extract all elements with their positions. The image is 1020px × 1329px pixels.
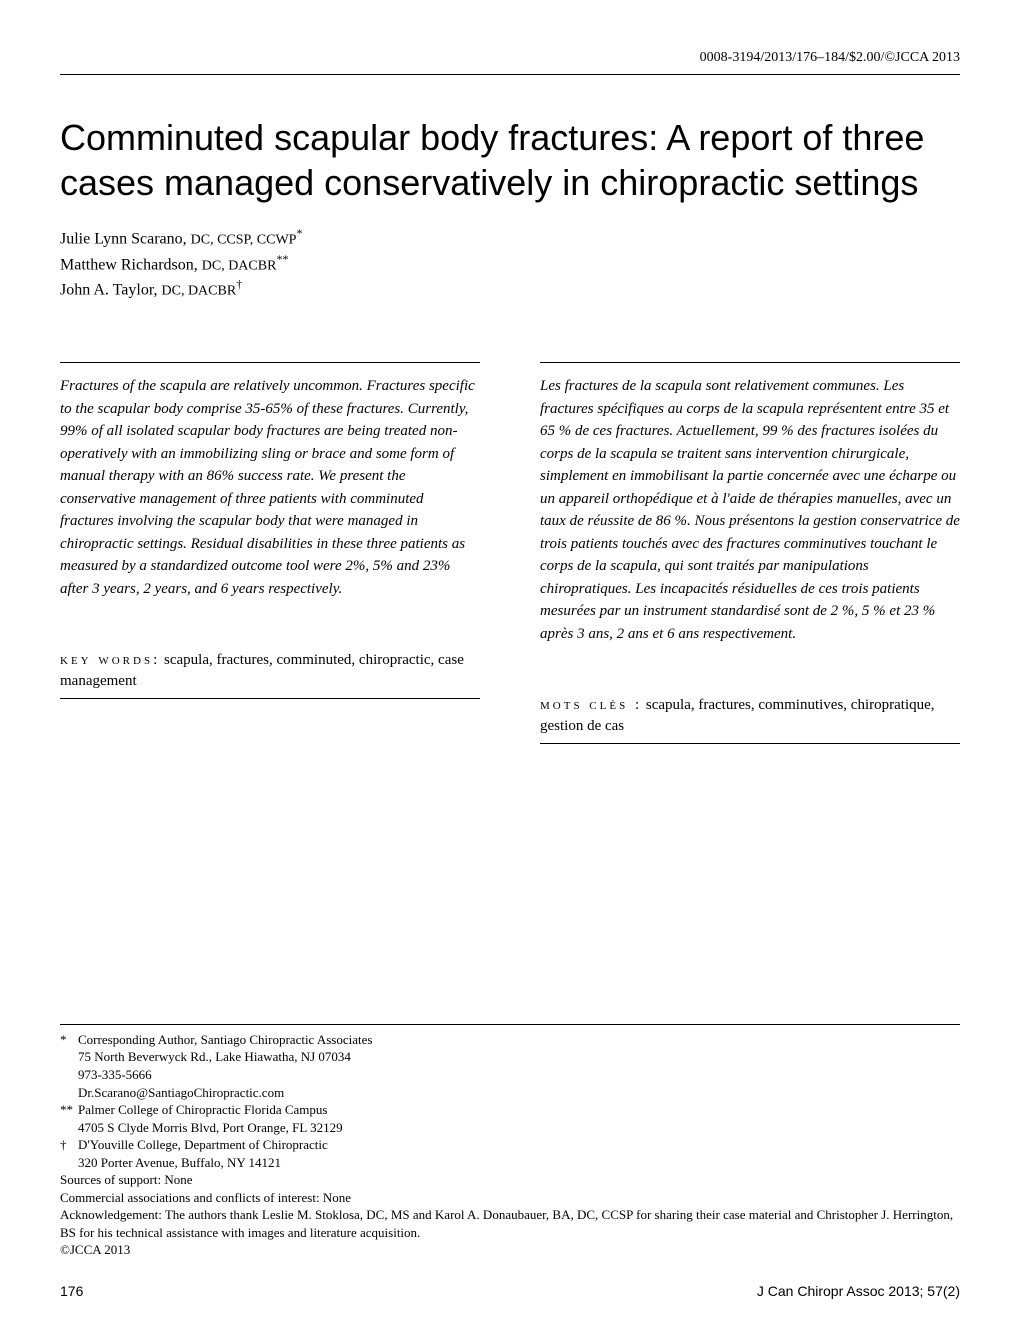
author-credentials: DC, DACBR	[202, 258, 277, 273]
footnotes: *Corresponding Author, Santiago Chiropra…	[60, 1024, 960, 1259]
author-name: Julie Lynn Scarano	[60, 230, 183, 247]
abstract-text-fr: Les fractures de la scapula sont relativ…	[540, 375, 960, 645]
keywords-label: mots clés :	[540, 697, 642, 713]
footnotes-rule	[60, 1024, 960, 1025]
page-footer: 176 J Can Chiropr Assoc 2013; 57(2)	[60, 1283, 960, 1299]
author-marker: *	[296, 226, 302, 240]
footnote-1: *Corresponding Author, Santiago Chiropra…	[60, 1031, 960, 1049]
abstract-french: Les fractures de la scapula sont relativ…	[540, 362, 960, 744]
footnote-text: 75 North Beverwyck Rd., Lake Hiawatha, N…	[60, 1048, 960, 1066]
footnote-text: 973-335-5666	[60, 1066, 960, 1084]
footnote-text: 4705 S Clyde Morris Blvd, Port Orange, F…	[60, 1119, 960, 1137]
abstract-rule	[540, 362, 960, 363]
author-credentials: DC, CCSP, CCWP	[191, 232, 297, 247]
author-marker: †	[236, 277, 242, 291]
footnote-text: 320 Porter Avenue, Buffalo, NY 14121	[60, 1154, 960, 1172]
abstract-rule	[60, 362, 480, 363]
footnote-2: **Palmer College of Chiropractic Florida…	[60, 1101, 960, 1119]
footnote-text: D'Youville College, Department of Chirop…	[78, 1137, 328, 1152]
support-line: Sources of support: None	[60, 1171, 960, 1189]
authors-block: Julie Lynn Scarano, DC, CCSP, CCWP* Matt…	[60, 225, 960, 302]
header-citation: 0008-3194/2013/176–184/$2.00/©JCCA 2013	[60, 50, 960, 66]
keywords-label: key words:	[60, 652, 160, 668]
author-1: Julie Lynn Scarano, DC, CCSP, CCWP*	[60, 225, 960, 251]
author-name: Matthew Richardson	[60, 256, 194, 273]
footnote-text: Palmer College of Chiropractic Florida C…	[78, 1102, 327, 1117]
footnote-marker: **	[60, 1101, 78, 1119]
abstract-english: Fractures of the scapula are relatively …	[60, 362, 480, 744]
author-2: Matthew Richardson, DC, DACBR**	[60, 251, 960, 277]
author-credentials: DC, DACBR	[162, 284, 237, 299]
article-title: Comminuted scapular body fractures: A re…	[60, 115, 960, 205]
abstract-text-en: Fractures of the scapula are relatively …	[60, 375, 480, 600]
top-rule	[60, 74, 960, 75]
footnote-marker: †	[60, 1136, 78, 1154]
author-name: John A. Taylor	[60, 282, 154, 299]
footnote-text: Corresponding Author, Santiago Chiroprac…	[78, 1032, 372, 1047]
copyright-line: ©JCCA 2013	[60, 1241, 960, 1259]
abstract-rule	[540, 743, 960, 744]
abstract-rule	[60, 698, 480, 699]
conflicts-line: Commercial associations and conflicts of…	[60, 1189, 960, 1207]
page-number: 176	[60, 1283, 83, 1299]
keywords-en: key words: scapula, fractures, comminute…	[60, 650, 480, 692]
keywords-fr: mots clés : scapula, fractures, comminut…	[540, 695, 960, 737]
footnote-marker: *	[60, 1031, 78, 1049]
journal-citation: J Can Chiropr Assoc 2013; 57(2)	[757, 1283, 960, 1299]
author-3: John A. Taylor, DC, DACBR†	[60, 276, 960, 302]
abstracts-container: Fractures of the scapula are relatively …	[60, 362, 960, 744]
footnote-text: Dr.Scarano@SantiagoChiropractic.com	[60, 1084, 960, 1102]
acknowledgement-line: Acknowledgement: The authors thank Lesli…	[60, 1206, 960, 1241]
footnote-3: †D'Youville College, Department of Chiro…	[60, 1136, 960, 1154]
author-marker: **	[276, 252, 288, 266]
